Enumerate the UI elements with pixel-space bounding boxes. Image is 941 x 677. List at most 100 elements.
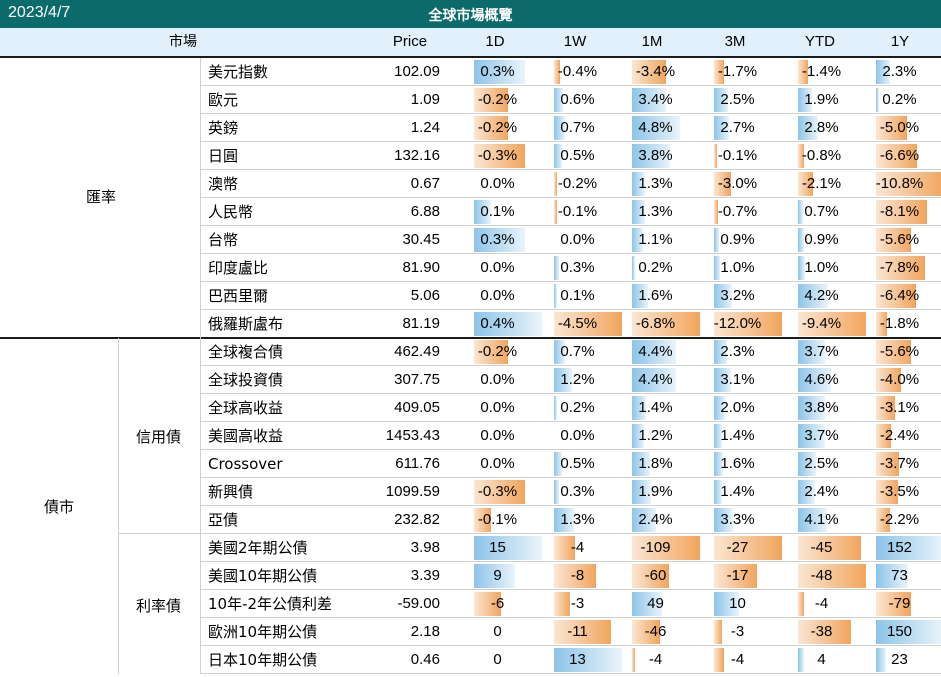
positive-bar <box>714 424 722 448</box>
value-text: 2.4% <box>804 483 839 500</box>
row-price: 132.16 <box>394 147 440 164</box>
value-cell: -46 <box>618 620 693 644</box>
positive-bar <box>876 88 879 112</box>
value-text: -3 <box>730 623 745 640</box>
table-row: 10年-2年公債利差 -59.00 -6 -3 49 10 -4 -79 <box>0 590 941 618</box>
col-1m: 1M <box>641 33 663 50</box>
table-row: 全球複合債 462.49 -0.2% 0.7% 4.4% 2.3% 3.7% -5.6% <box>0 338 941 366</box>
value-text: -3 <box>570 595 585 612</box>
positive-bar <box>632 508 656 532</box>
positive-bar <box>798 452 816 476</box>
value-text: -8 <box>570 567 585 584</box>
table-row: 美國10年期公債 3.39 9 -8 -60 -17 -48 73 <box>0 562 941 590</box>
positive-bar <box>714 480 722 504</box>
negative-bar <box>876 452 899 476</box>
row-divider <box>200 477 941 478</box>
negative-bar <box>876 340 911 364</box>
positive-bar <box>632 396 646 420</box>
value-text: -38 <box>810 623 833 640</box>
row-name: 巴西里爾 <box>208 287 269 305</box>
table-row: 全球投資債 307.75 0.0% 1.2% 4.4% 3.1% 4.6% -4.0% <box>0 366 941 394</box>
value-cell: 2.3% <box>700 340 775 364</box>
row-name: 歐洲10年期公債 <box>208 623 318 641</box>
value-text: 1.4% <box>638 399 673 416</box>
negative-bar <box>714 536 782 560</box>
positive-bar <box>554 284 557 308</box>
report-date: 2023/4/7 <box>8 4 71 21</box>
value-text: 3.8% <box>638 147 673 164</box>
value-cell: -1.7% <box>700 60 775 84</box>
value-text: 3.8% <box>804 399 839 416</box>
negative-bar <box>714 200 718 224</box>
value-cell: 0 <box>460 620 535 644</box>
value-cell: 3.1% <box>700 368 775 392</box>
value-text: 0.2% <box>882 91 917 108</box>
positive-bar <box>554 480 559 504</box>
value-cell: 2.0% <box>700 396 775 420</box>
value-cell: 0.3% <box>540 256 615 280</box>
value-text: 150 <box>886 623 913 640</box>
value-text: -45 <box>810 539 833 556</box>
row-price: 5.06 <box>410 287 440 304</box>
value-text: -1.7% <box>717 63 758 80</box>
value-cell: 3.2% <box>700 284 775 308</box>
row-price: 1.24 <box>410 119 440 136</box>
value-cell: 0.3% <box>460 228 535 252</box>
value-text: 1.9% <box>804 91 839 108</box>
value-cell: 1.2% <box>540 368 615 392</box>
value-text: -10.8% <box>875 175 924 192</box>
positive-bar <box>554 648 622 672</box>
value-text: 0.4% <box>480 315 515 332</box>
row-name: 印度盧比 <box>208 259 269 277</box>
negative-bar <box>554 200 557 224</box>
positive-bar <box>798 368 831 392</box>
row-name: 英鎊 <box>208 119 239 137</box>
value-text: -48 <box>810 567 833 584</box>
value-text: -109 <box>640 539 671 556</box>
value-text: 0.3% <box>480 63 515 80</box>
value-text: -0.7% <box>717 203 758 220</box>
value-text: 0.0% <box>480 399 515 416</box>
value-text: -6.8% <box>635 315 676 332</box>
negative-bar <box>714 620 722 644</box>
value-text: -7.8% <box>879 259 920 276</box>
group-divider <box>0 337 941 339</box>
value-text: -0.2% <box>477 343 518 360</box>
row-name: 10年-2年公債利差 <box>208 595 333 613</box>
row-divider <box>200 673 941 674</box>
value-cell: -0.7% <box>700 200 775 224</box>
positive-bar <box>474 564 515 588</box>
negative-bar <box>876 144 917 168</box>
positive-bar <box>632 592 662 616</box>
negative-bar <box>632 648 635 672</box>
negative-bar <box>554 172 557 196</box>
col-ytd: YTD <box>805 33 835 50</box>
value-cell: -2.2% <box>862 508 937 532</box>
value-cell: -4 <box>540 536 615 560</box>
value-cell: 3.7% <box>784 340 859 364</box>
negative-bar <box>876 200 927 224</box>
value-text: -0.3% <box>477 147 518 164</box>
value-cell: -48 <box>784 564 866 588</box>
negative-bar <box>876 256 925 280</box>
row-price: 0.67 <box>410 175 440 192</box>
row-price: 2.18 <box>410 623 440 640</box>
row-price: 1099.59 <box>385 483 440 500</box>
value-cell: 0 <box>460 648 535 672</box>
value-text: 0.0% <box>480 175 515 192</box>
value-text: 0.1% <box>480 203 515 220</box>
value-text: 1.8% <box>638 455 673 472</box>
positive-bar <box>474 60 525 84</box>
negative-bar <box>474 592 501 616</box>
row-name: 全球複合債 <box>208 343 284 361</box>
row-price: 3.98 <box>410 539 440 556</box>
value-text: -0.1% <box>557 203 598 220</box>
value-text: -0.1% <box>717 147 758 164</box>
value-text: 4.8% <box>638 119 673 136</box>
positive-bar <box>798 648 804 672</box>
table-row: 歐洲10年期公債 2.18 0 -11 -46 -3 -38 150 <box>0 618 941 646</box>
value-cell: 4.8% <box>618 116 693 140</box>
positive-bar <box>714 368 731 392</box>
value-cell: -4 <box>618 648 693 672</box>
value-cell: -5.6% <box>862 340 937 364</box>
